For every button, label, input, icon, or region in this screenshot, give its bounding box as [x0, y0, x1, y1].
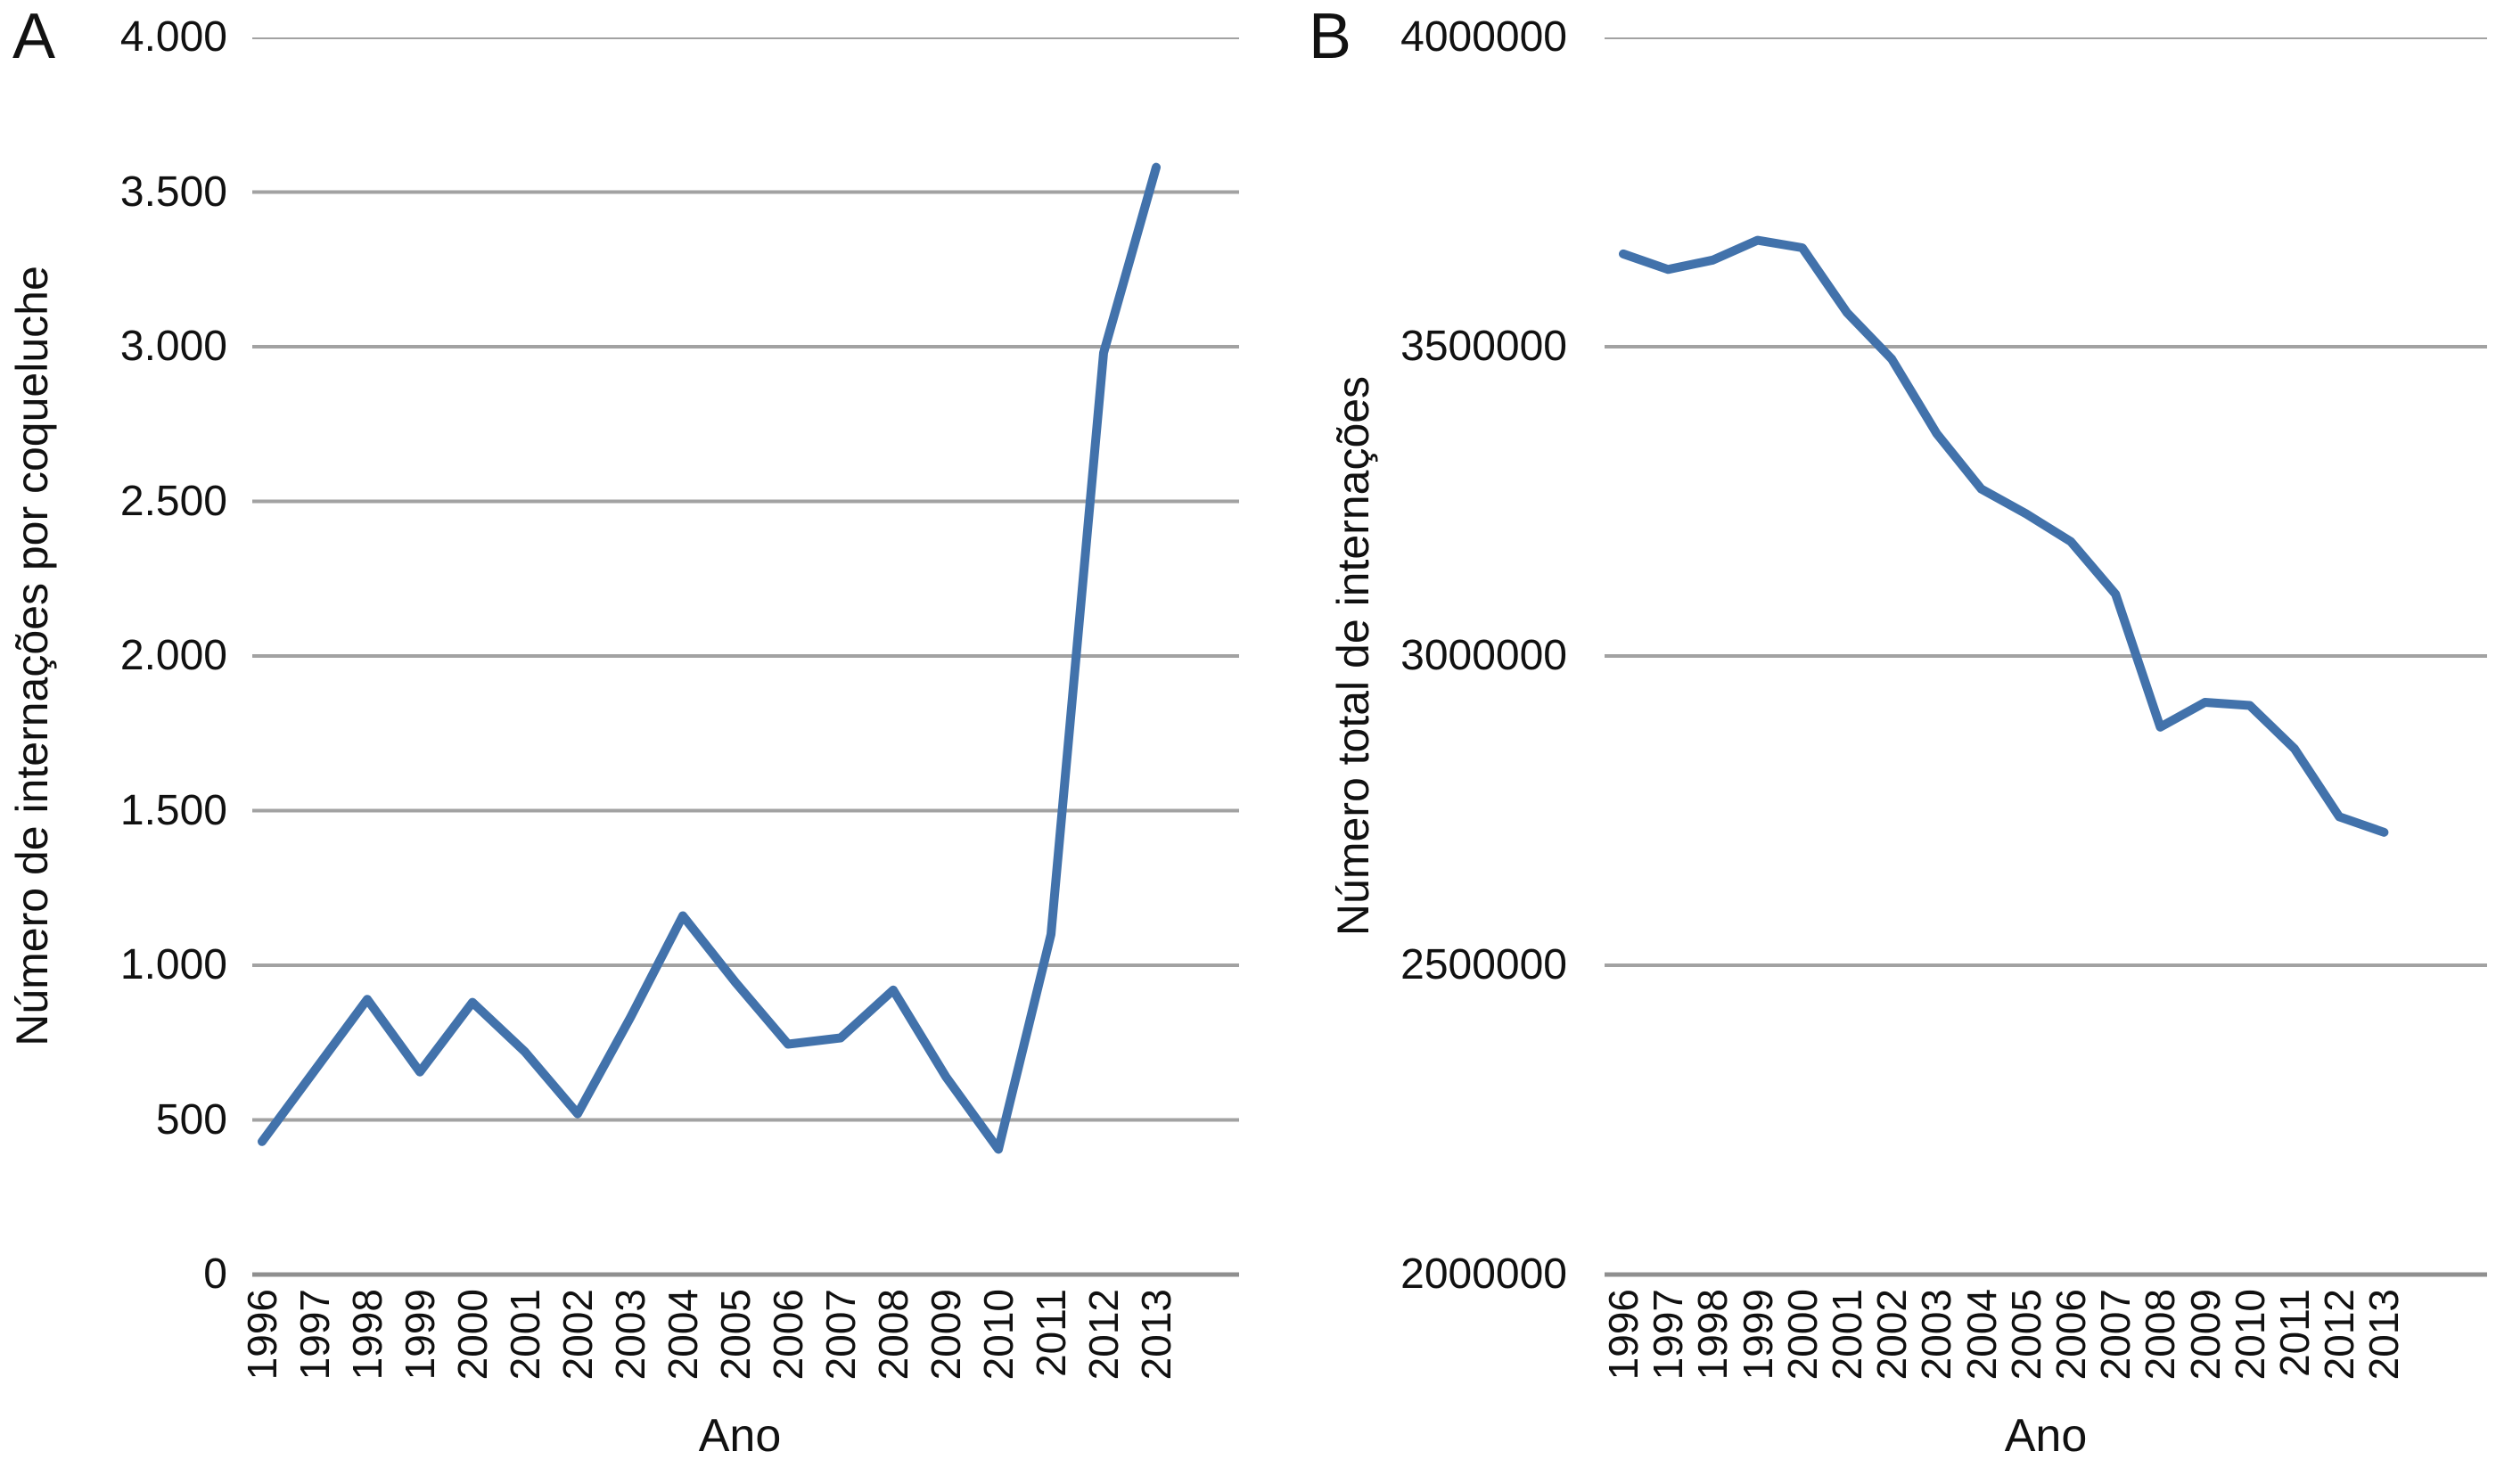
x-tick-label: 2008	[2137, 1289, 2184, 1405]
x-tick-label: 2013	[2361, 1289, 2408, 1405]
x-tick-label: 2013	[1133, 1289, 1179, 1405]
x-tick-label: 2010	[975, 1289, 1022, 1405]
panel-b-x-axis-title: Ano	[2004, 1410, 2088, 1462]
x-tick-label-text: 1999	[1734, 1289, 1781, 1381]
data-line	[1619, 235, 2389, 837]
x-tick-label: 2011	[1028, 1289, 1074, 1405]
panel-a-x-axis-title: Ano	[698, 1410, 782, 1462]
x-tick-label-text: 1998	[344, 1289, 390, 1381]
x-tick-label: 1997	[291, 1289, 338, 1405]
x-tick-label: 1996	[1600, 1289, 1646, 1405]
x-tick-label-text: 2011	[2271, 1289, 2318, 1377]
panel-a-label: A	[12, 1, 56, 72]
x-tick-label: 2005	[712, 1289, 759, 1405]
y-tick-label: 4.000	[119, 13, 227, 61]
x-tick-label: 1999	[397, 1289, 443, 1405]
x-tick-label-text: 2013	[2361, 1289, 2408, 1381]
x-tick-label: 2003	[1913, 1289, 1960, 1405]
panel-a-plot-area	[252, 37, 1239, 1277]
x-tick-label-text: 2009	[2181, 1289, 2229, 1381]
y-tick-label: 3.500	[119, 168, 227, 216]
x-tick-label-text: 2010	[975, 1289, 1022, 1381]
x-tick-label: 2007	[817, 1289, 864, 1405]
x-tick-label-text: 2008	[2137, 1289, 2184, 1381]
x-tick-label-text: 2007	[817, 1289, 864, 1381]
x-tick-label-text: 2005	[712, 1289, 759, 1381]
x-tick-label: 2000	[1778, 1289, 1826, 1405]
x-tick-label-text: 2006	[2048, 1289, 2094, 1381]
x-tick-label-text: 2013	[1133, 1289, 1179, 1381]
x-tick-label: 2001	[502, 1289, 548, 1405]
x-tick-label: 2002	[1868, 1289, 1916, 1405]
x-tick-label-text: 2000	[1778, 1289, 1826, 1381]
x-tick-label: 2004	[660, 1289, 706, 1405]
x-tick-label-text: 2010	[2226, 1289, 2273, 1381]
y-tick-label: 2.500	[119, 477, 227, 525]
x-tick-label: 2005	[2002, 1289, 2049, 1405]
x-tick-label-text: 2003	[607, 1289, 653, 1381]
y-tick-label: 3500000	[1400, 323, 1567, 370]
x-tick-label-text: 2011	[1028, 1289, 1074, 1377]
x-tick-label-text: 2007	[2092, 1289, 2139, 1381]
x-tick-label-text: 2001	[1824, 1289, 1870, 1381]
x-tick-label-text: 1998	[1689, 1289, 1737, 1381]
x-tick-label: 2004	[1958, 1289, 2005, 1405]
x-tick-label: 2001	[1824, 1289, 1870, 1405]
y-tick-label: 2000000	[1400, 1250, 1567, 1298]
x-tick-label: 1997	[1645, 1289, 1692, 1405]
x-tick-label: 1998	[344, 1289, 390, 1405]
x-tick-label: 2007	[2092, 1289, 2139, 1405]
x-tick-label: 2003	[607, 1289, 653, 1405]
x-tick-label-text: 2006	[765, 1289, 811, 1381]
x-tick-label-text: 2002	[554, 1289, 601, 1381]
y-tick-label: 4000000	[1400, 13, 1567, 61]
x-tick-label: 2012	[2316, 1289, 2363, 1405]
x-tick-label-text: 1999	[397, 1289, 443, 1381]
x-tick-label: 2006	[765, 1289, 811, 1405]
x-tick-label: 2000	[449, 1289, 496, 1405]
x-tick-label: 1999	[1734, 1289, 1781, 1405]
x-tick-label-text: 2008	[870, 1289, 916, 1381]
x-tick-label: 2009	[2181, 1289, 2229, 1405]
x-tick-label: 2008	[870, 1289, 916, 1405]
y-tick-label: 3000000	[1400, 632, 1567, 679]
x-tick-label-text: 2004	[660, 1289, 706, 1381]
x-tick-label: 1996	[239, 1289, 285, 1405]
x-tick-label-text: 2012	[2316, 1289, 2363, 1381]
x-tick-label-text: 2009	[923, 1289, 969, 1381]
x-tick-label-text: 2005	[2002, 1289, 2049, 1381]
y-tick-label: 3.000	[119, 323, 227, 370]
y-tick-label: 1.500	[119, 786, 227, 834]
x-tick-label-text: 2012	[1080, 1289, 1127, 1381]
x-tick-label-text: 1996	[239, 1289, 285, 1381]
x-tick-label: 2002	[554, 1289, 601, 1405]
panel-b-plot-area	[1605, 37, 2487, 1277]
data-line	[258, 162, 1161, 1154]
y-tick-label: 2500000	[1400, 941, 1567, 988]
y-tick-label: 0	[203, 1250, 227, 1298]
x-tick-label-text: 1996	[1600, 1289, 1646, 1381]
x-tick-label-text: 1997	[291, 1289, 338, 1381]
x-tick-label-text: 2003	[1913, 1289, 1960, 1381]
x-tick-label-text: 2001	[502, 1289, 548, 1381]
x-tick-label-text: 2000	[449, 1289, 496, 1381]
x-tick-label: 2006	[2048, 1289, 2094, 1405]
y-tick-label: 500	[155, 1095, 227, 1144]
panel-b-label: B	[1309, 1, 1352, 72]
x-tick-label: 2011	[2271, 1289, 2318, 1405]
x-tick-label: 2012	[1080, 1289, 1127, 1405]
x-tick-label: 2009	[923, 1289, 969, 1405]
y-tick-label: 2.000	[119, 632, 227, 679]
x-tick-label-text: 1997	[1645, 1289, 1692, 1381]
x-tick-label: 2010	[2226, 1289, 2273, 1405]
x-tick-label: 1998	[1689, 1289, 1737, 1405]
x-tick-label-text: 2002	[1868, 1289, 1916, 1381]
y-tick-label: 1.000	[119, 941, 227, 988]
x-tick-label-text: 2004	[1958, 1289, 2005, 1381]
